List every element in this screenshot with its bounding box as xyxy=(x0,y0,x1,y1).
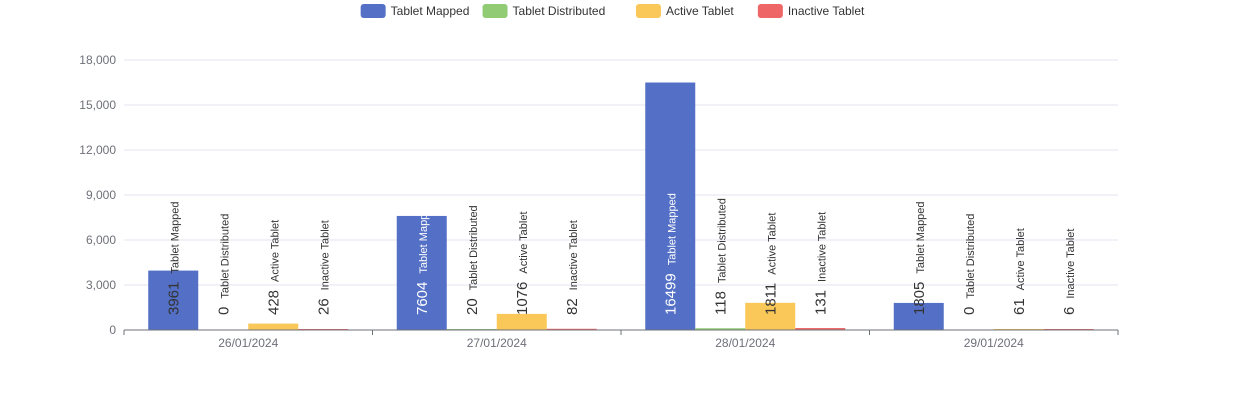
bar-label: 1805 Tablet Mapped xyxy=(911,201,928,315)
bar-value-label: 20 xyxy=(464,298,481,315)
bar-label: 6 Inactive Tablet xyxy=(1061,229,1078,315)
legend-label: Inactive Tablet xyxy=(788,4,865,18)
bar[interactable] xyxy=(148,270,199,330)
y-tick-label: 3,000 xyxy=(86,278,116,292)
bar-labels: 3961 Tablet Mapped 0 Tablet Distributed 428 A… xyxy=(165,193,1078,315)
bar-value-label: 16499 xyxy=(662,273,679,315)
y-tick-label: 12,000 xyxy=(79,143,116,157)
bar-value-label: 1805 xyxy=(911,282,928,315)
legend-swatch xyxy=(482,4,508,18)
bar[interactable] xyxy=(893,302,944,330)
bar[interactable] xyxy=(795,328,846,330)
y-tick-label: 15,000 xyxy=(79,98,116,112)
bar-value-label: 6 xyxy=(1061,307,1078,315)
bar-series-label: Tablet Distributed xyxy=(468,205,480,290)
y-axis: 0 3,000 6,000 9,000 12,000 15,000 18,000 xyxy=(79,53,116,337)
legend-swatch xyxy=(360,4,386,18)
grid-lines xyxy=(124,59,1118,286)
x-tick-label: 27/01/2024 xyxy=(467,336,527,350)
legend-item[interactable]: Tablet Mapped xyxy=(360,4,470,18)
bar-label: 26 Inactive Tablet xyxy=(315,220,332,315)
x-tick-label: 29/01/2024 xyxy=(964,336,1024,350)
bar[interactable] xyxy=(695,328,746,330)
bar-label: 428 Active Tablet xyxy=(265,220,282,315)
bar-label: 20 Tablet Distributed xyxy=(464,205,481,315)
y-tick-label: 18,000 xyxy=(79,53,116,67)
bar-series-label: Tablet Distributed xyxy=(965,214,977,299)
bar-series-label: Active Tablet xyxy=(766,213,778,275)
x-tick-label: 26/01/2024 xyxy=(218,336,278,350)
legend: Tablet Mapped Tablet Distributed Active Ta… xyxy=(360,4,865,18)
bar-label: 7604 Tablet Mapped xyxy=(414,201,431,315)
bar-value-label: 428 xyxy=(265,290,282,315)
bar-value-label: 82 xyxy=(564,298,581,315)
bar-series-label: Tablet Mapped xyxy=(666,193,678,265)
legend-label: Tablet Distributed xyxy=(513,4,606,18)
y-tick-label: 6,000 xyxy=(86,233,116,247)
bar-value-label: 1076 xyxy=(514,282,531,315)
bar-series-label: Active Tablet xyxy=(269,220,281,282)
bar[interactable] xyxy=(248,323,299,330)
bar-series-label: Tablet Mapped xyxy=(169,201,181,273)
legend-item[interactable]: Active Tablet xyxy=(635,4,734,18)
legend-item[interactable]: Tablet Distributed xyxy=(482,4,606,18)
bar-series-label: Inactive Tablet xyxy=(816,212,828,282)
bar-value-label: 0 xyxy=(215,307,232,315)
bar[interactable] xyxy=(496,313,547,330)
bar[interactable] xyxy=(745,302,796,330)
bar-series-label: Tablet Distributed xyxy=(716,198,728,283)
bar-label: 0 Tablet Distributed xyxy=(215,214,232,315)
bar-series-label: Tablet Distributed xyxy=(219,214,231,299)
bar-series-label: Inactive Tablet xyxy=(568,220,580,290)
bar-value-label: 131 xyxy=(812,290,829,315)
bar-label: 61 Active Tablet xyxy=(1011,228,1028,315)
x-tick-label: 28/01/2024 xyxy=(715,336,775,350)
bar-series-label: Active Tablet xyxy=(518,211,530,273)
bar-series-label: Tablet Mapped xyxy=(915,201,927,273)
y-tick-label: 0 xyxy=(109,323,116,337)
bar-value-label: 1811 xyxy=(762,283,779,315)
bar-label: 16499 Tablet Mapped xyxy=(662,193,679,315)
legend-label: Active Tablet xyxy=(666,4,734,18)
bar-label: 1811 Active Tablet xyxy=(762,213,779,315)
bar-label: 131 Inactive Tablet xyxy=(812,212,829,315)
bar-label: 118 Tablet Distributed xyxy=(712,198,729,315)
bar-value-label: 118 xyxy=(712,291,729,315)
legend-item[interactable]: Inactive Tablet xyxy=(757,4,865,18)
bar[interactable] xyxy=(546,328,597,330)
bar-value-label: 26 xyxy=(315,298,332,315)
bar-value-label: 0 xyxy=(961,307,978,315)
legend-swatch xyxy=(757,4,783,18)
bar-series-label: Inactive Tablet xyxy=(319,220,331,290)
bar-label: 0 Tablet Distributed xyxy=(961,214,978,315)
bar-value-label: 7604 xyxy=(414,282,431,315)
bar-label: 3961 Tablet Mapped xyxy=(165,201,182,315)
bar-label: 1076 Active Tablet xyxy=(514,211,531,315)
bar-value-label: 61 xyxy=(1011,298,1028,315)
y-tick-label: 9,000 xyxy=(86,188,116,202)
legend-swatch xyxy=(635,4,661,18)
bar-series-label: Active Tablet xyxy=(1015,228,1027,290)
bar-label: 82 Inactive Tablet xyxy=(564,220,581,315)
bar-value-label: 3961 xyxy=(165,282,182,315)
bar[interactable] xyxy=(396,215,447,330)
bar-series-label: Tablet Mapped xyxy=(418,201,430,273)
legend-label: Tablet Mapped xyxy=(391,4,470,18)
bar[interactable] xyxy=(645,82,696,330)
x-axis: 26/01/2024 27/01/2024 28/01/2024 29/01/2024 xyxy=(123,329,1119,350)
bar-series-label: Inactive Tablet xyxy=(1065,229,1077,299)
bars xyxy=(148,82,1094,330)
